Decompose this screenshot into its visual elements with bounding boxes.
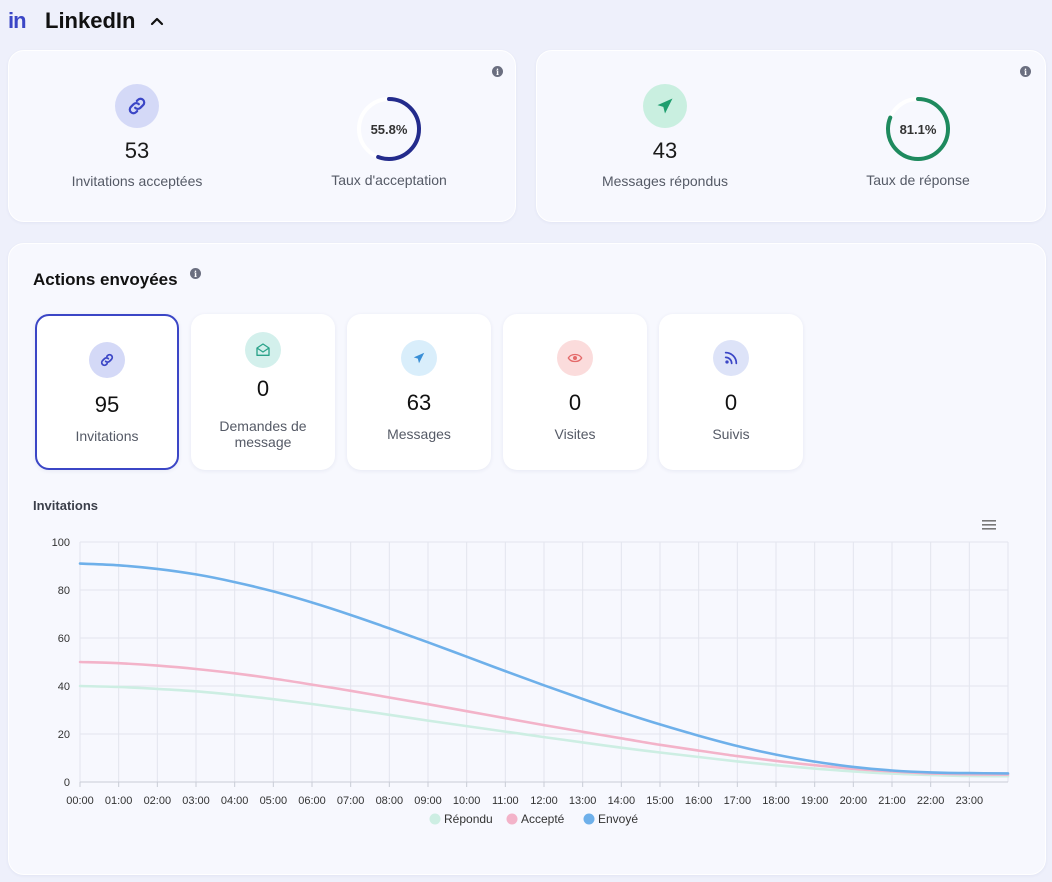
- y-tick-label: 60: [58, 633, 70, 645]
- action-label: Suivis: [712, 426, 750, 442]
- messages-answered-label: Messages répondus: [601, 173, 729, 189]
- x-tick-label: 09:00: [414, 795, 442, 807]
- linkedin-logo: in: [8, 8, 27, 33]
- y-tick-label: 100: [52, 537, 70, 549]
- legend-label: Répondu: [444, 812, 493, 826]
- action-value: 0: [568, 390, 582, 415]
- x-tick-label: 06:00: [298, 795, 326, 807]
- link-icon: [115, 84, 159, 128]
- invitations-accepted-stat: 53 Invitations acceptées: [37, 84, 237, 189]
- response-rate-label: Taux de réponse: [866, 172, 970, 188]
- legend-label: Envoyé: [598, 812, 638, 826]
- x-tick-label: 22:00: [917, 795, 945, 807]
- x-tick-label: 03:00: [182, 795, 210, 807]
- acceptance-rate-stat: 55.8% Taux d'acceptation: [289, 95, 489, 188]
- info-icon[interactable]: i: [492, 66, 503, 77]
- x-tick-label: 01:00: [105, 795, 133, 807]
- response-rate-ring: 81.1%: [884, 95, 952, 163]
- response-rate-stat: 81.1% Taux de réponse: [818, 95, 1018, 188]
- x-tick-label: 10:00: [453, 795, 481, 807]
- send-icon: [643, 84, 687, 128]
- legend-marker: [506, 813, 518, 825]
- eye-icon: [557, 340, 593, 376]
- action-value: 95: [94, 392, 120, 417]
- x-tick-label: 20:00: [840, 795, 868, 807]
- x-tick-label: 04:00: [221, 795, 249, 807]
- x-tick-label: 05:00: [260, 795, 288, 807]
- y-tick-label: 0: [64, 777, 70, 789]
- action-tile-invitations[interactable]: 95 Invitations: [35, 314, 179, 470]
- invitations-accepted-value: 53: [124, 138, 150, 163]
- section-title: Actions envoyées: [33, 270, 178, 289]
- info-icon[interactable]: i: [190, 268, 201, 279]
- send-icon: [401, 340, 437, 376]
- action-label: Messages: [387, 426, 451, 442]
- y-tick-label: 80: [58, 585, 70, 597]
- series-line-envoyé: [78, 562, 1010, 775]
- envelope-icon: [245, 332, 281, 368]
- action-value: 63: [406, 390, 432, 415]
- x-tick-label: 00:00: [66, 795, 94, 807]
- invitations-summary-card: i 53 Invitations acceptées 55.8% Taux d'…: [8, 50, 516, 222]
- messages-answered-value: 43: [652, 138, 678, 163]
- x-tick-label: 21:00: [878, 795, 906, 807]
- x-tick-label: 16:00: [685, 795, 713, 807]
- acceptance-rate-value: 55.8%: [370, 121, 408, 137]
- x-tick-label: 19:00: [801, 795, 829, 807]
- action-tile-visits[interactable]: 0 Visites: [503, 314, 647, 470]
- action-tile-follows[interactable]: 0 Suivis: [659, 314, 803, 470]
- x-tick-label: 14:00: [608, 795, 636, 807]
- y-tick-label: 40: [58, 681, 70, 693]
- action-value: 0: [256, 376, 270, 401]
- x-tick-label: 15:00: [646, 795, 674, 807]
- invitations-accepted-label: Invitations acceptées: [71, 173, 203, 189]
- action-label: Demandes de message: [219, 418, 307, 450]
- series-line-accepté: [78, 660, 1010, 776]
- chevron-up-icon[interactable]: [149, 13, 165, 29]
- acceptance-rate-ring: 55.8%: [355, 95, 423, 163]
- action-value: 0: [724, 390, 738, 415]
- response-rate-value: 81.1%: [899, 121, 937, 137]
- messages-answered-stat: 43 Messages répondus: [565, 84, 765, 189]
- x-tick-label: 07:00: [337, 795, 365, 807]
- action-label: Visites: [554, 426, 596, 442]
- x-tick-label: 08:00: [376, 795, 404, 807]
- messages-summary-card: i 43 Messages répondus 81.1% Taux de rép…: [536, 50, 1046, 222]
- page-title: LinkedIn: [45, 8, 136, 33]
- x-tick-label: 13:00: [569, 795, 597, 807]
- series-line-répondu: [78, 684, 1010, 778]
- action-label: Invitations: [75, 428, 139, 444]
- x-tick-label: 23:00: [956, 795, 984, 807]
- link-icon: [89, 342, 125, 378]
- legend-label: Accepté: [521, 812, 565, 826]
- x-tick-label: 17:00: [724, 795, 752, 807]
- legend-marker: [429, 813, 441, 825]
- action-tile-message-requests[interactable]: 0 Demandes de message: [191, 314, 335, 470]
- x-tick-label: 12:00: [530, 795, 558, 807]
- rss-icon: [713, 340, 749, 376]
- x-tick-label: 18:00: [762, 795, 790, 807]
- action-tile-messages[interactable]: 63 Messages: [347, 314, 491, 470]
- invitations-line-chart: 0 20 40 60 80 100 00:00 01:00 02:00 03:00 04:00 05:…: [52, 537, 1010, 826]
- header: in LinkedIn: [8, 6, 165, 36]
- chart-title: Invitations: [33, 498, 99, 513]
- info-icon[interactable]: i: [1020, 66, 1031, 77]
- chart-menu-icon[interactable]: [982, 518, 996, 530]
- y-tick-label: 20: [58, 729, 70, 741]
- x-tick-label: 02:00: [144, 795, 172, 807]
- x-tick-label: 11:00: [492, 795, 519, 807]
- legend-marker: [583, 813, 595, 825]
- acceptance-rate-label: Taux d'acceptation: [331, 172, 447, 188]
